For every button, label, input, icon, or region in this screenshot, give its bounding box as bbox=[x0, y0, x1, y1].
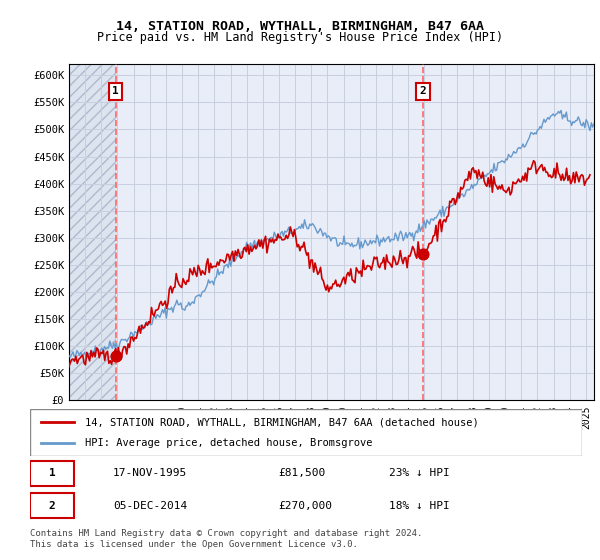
Text: Price paid vs. HM Land Registry's House Price Index (HPI): Price paid vs. HM Land Registry's House … bbox=[97, 31, 503, 44]
Bar bbox=[69, 64, 116, 400]
Text: 1: 1 bbox=[49, 468, 55, 478]
Text: HPI: Average price, detached house, Bromsgrove: HPI: Average price, detached house, Brom… bbox=[85, 438, 373, 448]
FancyBboxPatch shape bbox=[30, 461, 74, 486]
Text: 05-DEC-2014: 05-DEC-2014 bbox=[113, 501, 187, 511]
Text: £270,000: £270,000 bbox=[278, 501, 332, 511]
Text: 14, STATION ROAD, WYTHALL, BIRMINGHAM, B47 6AA (detached house): 14, STATION ROAD, WYTHALL, BIRMINGHAM, B… bbox=[85, 417, 479, 427]
Text: 17-NOV-1995: 17-NOV-1995 bbox=[113, 468, 187, 478]
Text: 2: 2 bbox=[420, 86, 427, 96]
Point bbox=[418, 250, 428, 259]
Bar bbox=[69, 64, 116, 400]
Text: 18% ↓ HPI: 18% ↓ HPI bbox=[389, 501, 449, 511]
Text: 1: 1 bbox=[112, 86, 119, 96]
FancyBboxPatch shape bbox=[30, 493, 74, 518]
Text: 2: 2 bbox=[49, 501, 55, 511]
Text: Contains HM Land Registry data © Crown copyright and database right 2024.
This d: Contains HM Land Registry data © Crown c… bbox=[30, 529, 422, 549]
Point bbox=[111, 352, 121, 361]
Text: 14, STATION ROAD, WYTHALL, BIRMINGHAM, B47 6AA: 14, STATION ROAD, WYTHALL, BIRMINGHAM, B… bbox=[116, 20, 484, 32]
FancyBboxPatch shape bbox=[30, 409, 582, 456]
Text: £81,500: £81,500 bbox=[278, 468, 326, 478]
Text: 23% ↓ HPI: 23% ↓ HPI bbox=[389, 468, 449, 478]
